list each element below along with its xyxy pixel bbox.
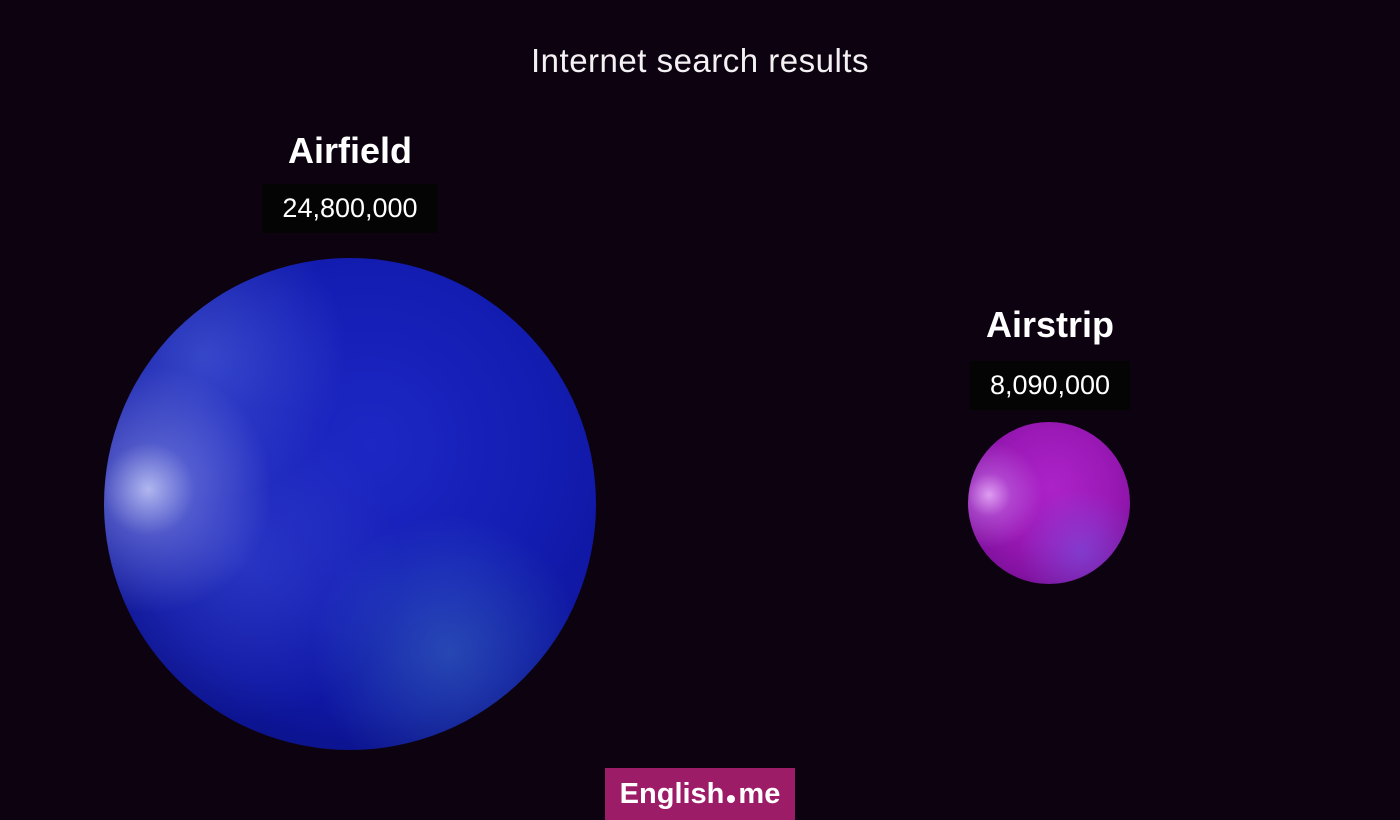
bubble-value-airfield: 24,800,000 <box>262 184 438 233</box>
chart-title: Internet search results <box>531 42 869 79</box>
brand-badge-text-right: me <box>738 777 781 810</box>
bubble-value-airstrip: 8,090,000 <box>969 361 1131 410</box>
dot-icon <box>727 795 736 803</box>
bubble-label-airfield: Airfield <box>287 130 413 171</box>
bubble-sphere-airstrip <box>968 422 1130 584</box>
bubble-label-airstrip: Airstrip <box>985 304 1115 345</box>
brand-badge[interactable]: English me <box>605 768 795 820</box>
bubble-sphere-airfield <box>104 258 596 750</box>
brand-badge-text-left: English <box>619 777 725 810</box>
